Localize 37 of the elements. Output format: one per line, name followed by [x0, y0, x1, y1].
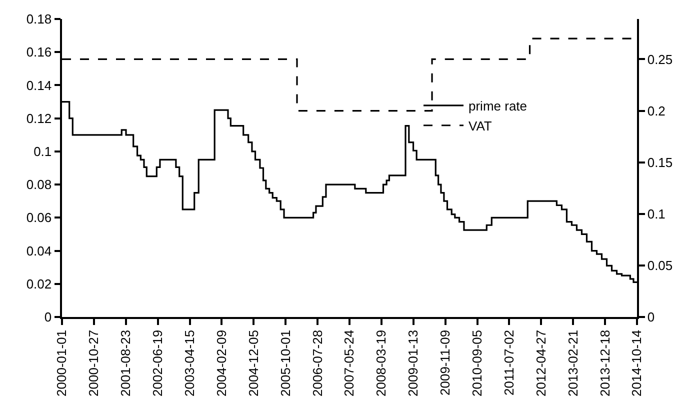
- x-tick-label: 2013-12-18: [597, 330, 612, 396]
- y-tick-label: 0.02: [26, 276, 52, 292]
- x-tick-label: 2008-03-19: [374, 330, 389, 396]
- y2-tick-label: 0.15: [647, 154, 673, 170]
- x-tick-label: 2003-04-15: [182, 330, 198, 396]
- y2-tick-label: 0.25: [647, 52, 673, 67]
- x-tick-label: 2004-02-09: [214, 330, 229, 396]
- x-tick-label: 2007-05-24: [342, 330, 357, 396]
- y2-tick-label: 0.1: [647, 206, 666, 222]
- x-tick-label: 2014-10-14: [629, 330, 644, 396]
- x-tick-label: 2009-01-13: [406, 330, 421, 396]
- y-tick-label: 0.18: [26, 12, 52, 27]
- y-tick-label: 0.04: [26, 243, 52, 258]
- x-tick-label: 2011-07-02: [501, 330, 516, 396]
- x-tick-label: 2002-06-19: [150, 330, 166, 396]
- legend-label: prime rate: [468, 98, 528, 114]
- x-tick-label: 2009-11-09: [438, 330, 453, 396]
- x-tick-label: 2000-10-27: [86, 330, 102, 396]
- x-tick-label: 2005-10-01: [278, 330, 293, 396]
- x-tick-label: 2010-09-05: [470, 330, 485, 396]
- x-tick-label: 2012-04-27: [533, 330, 548, 396]
- y-tick-label: 0.12: [26, 110, 52, 126]
- y-tick-label: 0.06: [26, 210, 52, 226]
- x-tick-label: 2001-08-23: [118, 330, 134, 396]
- legend-label: VAT: [468, 118, 492, 134]
- y-tick-label: 0.14: [26, 78, 52, 93]
- y-tick-label: 0.08: [26, 177, 52, 192]
- x-tick-label: 2013-02-21: [565, 330, 580, 396]
- y2-tick-label: 0.05: [647, 258, 673, 273]
- x-tick-label: 2004-12-05: [246, 330, 261, 396]
- y2-tick-label: 0.2: [647, 103, 666, 118]
- y-tick-label: 0.1: [34, 144, 52, 159]
- y-tick-label: 0: [44, 310, 52, 325]
- y-tick-label: 0.16: [26, 44, 52, 60]
- y2-tick-label: 0: [647, 310, 655, 325]
- x-tick-label: 2000-01-01: [54, 330, 70, 396]
- x-tick-label: 2006-07-28: [310, 330, 325, 396]
